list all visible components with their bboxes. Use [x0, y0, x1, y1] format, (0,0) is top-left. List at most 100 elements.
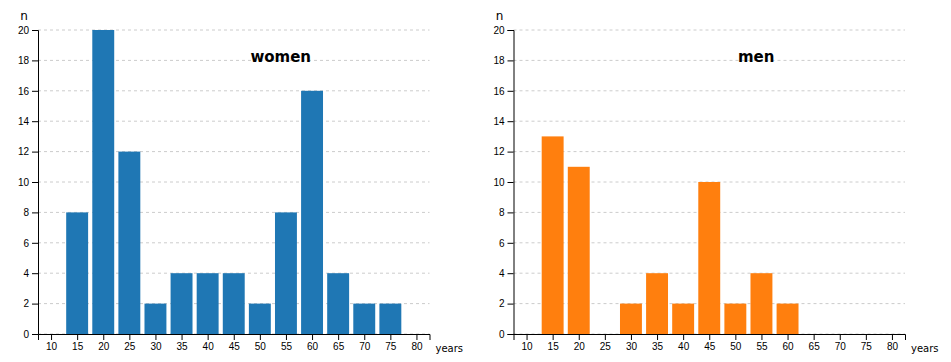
x-tick: 10 [46, 334, 58, 352]
x-tick-mark [631, 334, 632, 340]
x-tick-mark [605, 334, 606, 340]
y-tick-mark [508, 212, 514, 213]
bar [516, 334, 538, 335]
x-tick-label: 65 [809, 341, 821, 352]
x-tick: 75 [385, 334, 397, 352]
x-tick: 30 [150, 334, 162, 352]
x-tick: 20 [574, 334, 586, 352]
y-tick-mark [508, 304, 514, 305]
y-tick-mark [508, 91, 514, 92]
y-tick: 14 [493, 116, 513, 127]
y-tick-label: 4 [23, 268, 29, 279]
y-label: n [496, 9, 504, 23]
x-tick: 55 [756, 334, 768, 352]
x-tick-mark [683, 334, 684, 340]
x-tick-label: 10 [46, 341, 58, 352]
grid [38, 30, 430, 334]
x-tick-label: 60 [307, 341, 319, 352]
bars [66, 30, 401, 334]
x-tick-label: 55 [756, 341, 768, 352]
y-tick-mark [32, 182, 38, 183]
y-tick-label: 2 [499, 298, 505, 309]
x-tick: 70 [359, 334, 371, 352]
bar [379, 304, 401, 334]
x-tick-mark [390, 334, 391, 340]
y-tick: 12 [493, 146, 513, 157]
y-axis-line [32, 31, 39, 335]
x-tick: 65 [333, 334, 345, 352]
x-tick-label: 70 [835, 341, 847, 352]
x-tick-mark [51, 334, 52, 340]
y-tick-mark [32, 334, 38, 335]
x-tick-label: 80 [887, 341, 899, 352]
y-tick-mark [32, 243, 38, 244]
x-tick: 55 [281, 334, 293, 352]
bar [223, 273, 245, 334]
x-tick: 60 [307, 334, 319, 352]
grid-line [514, 151, 906, 152]
x-tick-mark [788, 334, 789, 340]
y-tick-mark [32, 152, 38, 153]
x-tick: 70 [835, 334, 847, 352]
y-tick-label: 10 [493, 177, 505, 188]
x-tick-mark [892, 334, 893, 340]
y-tick: 18 [18, 55, 38, 66]
x-tick-label: 35 [652, 341, 664, 352]
bar [40, 334, 62, 335]
x-tick-label: 20 [574, 341, 586, 352]
y-tick: 8 [499, 207, 514, 218]
x-axis: 101520253035404550556065707580 [39, 334, 431, 352]
x-tick: 25 [124, 334, 136, 352]
grid-line [514, 30, 906, 31]
x-tick-label: 35 [176, 341, 188, 352]
x-tick: 60 [782, 334, 794, 352]
x-tick-label: 80 [411, 341, 423, 352]
x-tick-label: 70 [359, 341, 371, 352]
x-tick-label: 65 [333, 341, 345, 352]
bar [881, 334, 903, 335]
x-tick-label: 50 [730, 341, 742, 352]
y-tick: 2 [499, 298, 514, 309]
x-tick-mark [761, 334, 762, 340]
y-tick: 6 [499, 238, 514, 249]
y-axis: 02468101214161820 [493, 25, 514, 340]
x-tick-label: 25 [124, 341, 136, 352]
y-tick-label: 16 [18, 86, 30, 97]
title: men [738, 48, 774, 66]
y-tick: 18 [493, 55, 513, 66]
y-tick-label: 4 [499, 268, 505, 279]
y-tick-label: 20 [18, 25, 30, 36]
y-tick-label: 8 [23, 207, 29, 218]
x-tick-label: 50 [255, 341, 267, 352]
y-tick: 16 [18, 86, 38, 97]
x-tick: 75 [861, 334, 873, 352]
title: women [250, 48, 311, 66]
x-tick-mark [709, 334, 710, 340]
x-axis-line [514, 335, 906, 341]
bar [803, 334, 825, 335]
grid-line [514, 121, 906, 122]
x-tick-label: 40 [203, 341, 215, 352]
y-tick: 12 [18, 146, 38, 157]
y-tick: 6 [23, 238, 38, 249]
x-tick: 40 [203, 334, 215, 352]
chart: 1015202530354045505560657075800246810121… [0, 0, 951, 362]
grid-line [514, 90, 906, 91]
bar [750, 273, 772, 334]
y-tick-label: 14 [18, 116, 30, 127]
bar [405, 334, 427, 335]
x-tick-label: 20 [98, 341, 110, 352]
x-tick: 45 [704, 334, 716, 352]
x-tick-mark [182, 334, 183, 340]
bar [672, 304, 694, 334]
y-tick: 20 [493, 25, 513, 36]
x-tick-mark [103, 334, 104, 340]
x-tick-mark [77, 334, 78, 340]
y-tick-label: 0 [499, 329, 505, 340]
x-axis-line [39, 335, 431, 341]
bar [646, 273, 668, 334]
y-tick-label: 2 [23, 298, 29, 309]
y-tick: 4 [499, 268, 514, 279]
bar [327, 273, 349, 334]
y-tick-mark [32, 273, 38, 274]
